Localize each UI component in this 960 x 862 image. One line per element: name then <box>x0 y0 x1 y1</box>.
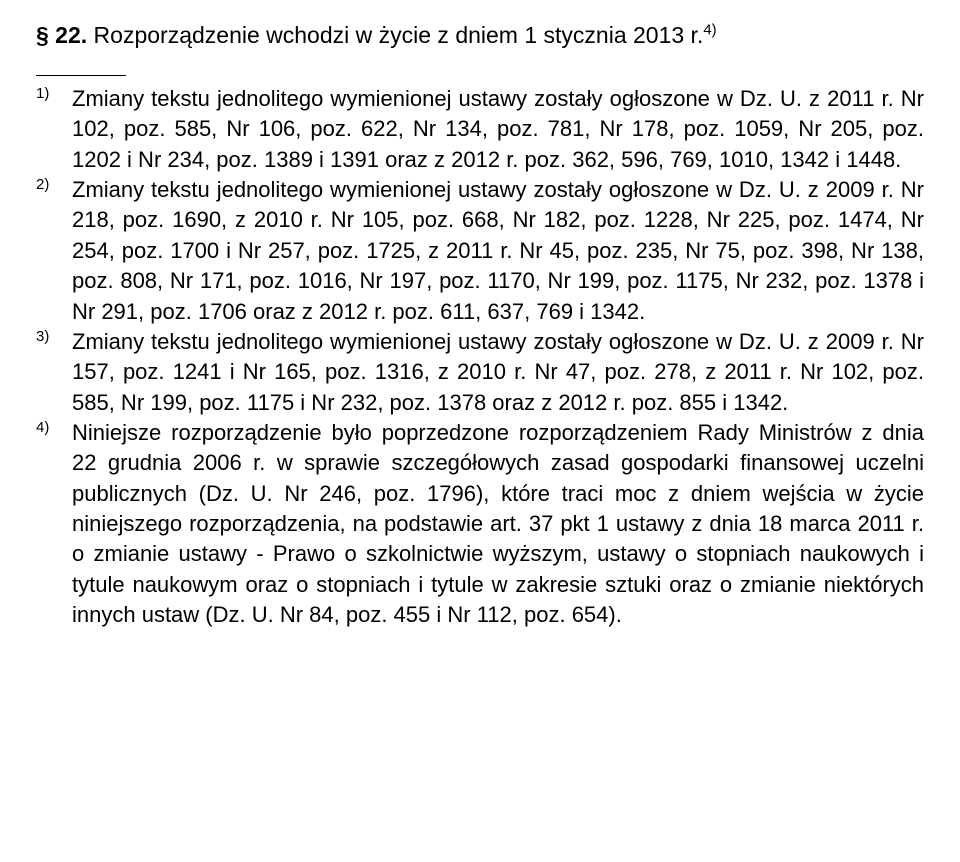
footnote-text: Zmiany tekstu jednolitego wymienionej us… <box>72 86 924 172</box>
footnote-marker: 4) <box>36 418 49 439</box>
footnote-marker: 2) <box>36 175 49 196</box>
section-label: § 22. <box>36 22 87 48</box>
footnotes-block: 1) Zmiany tekstu jednolitego wymienionej… <box>36 84 924 630</box>
footnote-2: 2) Zmiany tekstu jednolitego wymienionej… <box>72 175 924 327</box>
footnote-text: Niniejsze rozporządzenie było poprzedzon… <box>72 420 924 627</box>
section-text: Rozporządzenie wchodzi w życie z dniem 1… <box>87 22 703 48</box>
footnote-divider <box>36 75 126 76</box>
footnote-1: 1) Zmiany tekstu jednolitego wymienionej… <box>72 84 924 175</box>
section-heading: § 22. Rozporządzenie wchodzi w życie z d… <box>36 20 924 51</box>
footnote-4: 4) Niniejsze rozporządzenie było poprzed… <box>72 418 924 631</box>
footnote-marker: 3) <box>36 327 49 348</box>
footnote-text: Zmiany tekstu jednolitego wymienionej us… <box>72 177 924 323</box>
footnote-text: Zmiany tekstu jednolitego wymienionej us… <box>72 329 924 415</box>
footnote-3: 3) Zmiany tekstu jednolitego wymienionej… <box>72 327 924 418</box>
document-page: § 22. Rozporządzenie wchodzi w życie z d… <box>0 0 960 671</box>
footnote-marker: 1) <box>36 84 49 105</box>
section-sup: 4) <box>703 21 716 38</box>
